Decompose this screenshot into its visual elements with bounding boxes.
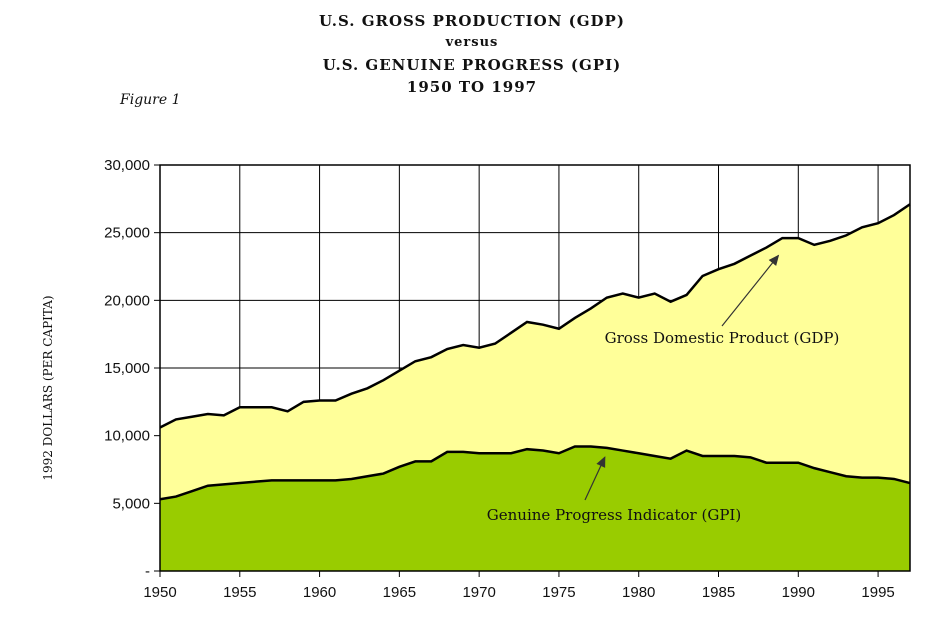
y-tick-label: 15,000 [104, 360, 150, 377]
x-tick-label: 1970 [462, 584, 495, 601]
gpi-annotation-arrow [584, 456, 606, 501]
x-tick-label: 1995 [861, 584, 894, 601]
title-line-4: 1950 TO 1997 [406, 78, 538, 96]
chart-title: U.S. GROSS PRODUCTION (GDP) versus U.S. … [0, 10, 944, 98]
title-line-2: versus [445, 35, 499, 50]
x-tick-label: 1950 [143, 584, 176, 601]
y-tick-label: 5,000 [112, 495, 150, 512]
gdp-line [159, 203, 911, 429]
figure-label: Figure 1 [120, 92, 181, 108]
gpi-annotation-label: Genuine Progress Indicator (GPI) [487, 506, 741, 524]
y-tick-label: 10,000 [104, 428, 150, 445]
x-tick-label: 1985 [702, 584, 735, 601]
x-tick-label: 1960 [303, 584, 336, 601]
x-tick-label: 1980 [622, 584, 655, 601]
x-tick-label: 1990 [782, 584, 815, 601]
x-tick-label: 1965 [383, 584, 416, 601]
y-tick-label: 30,000 [104, 157, 150, 174]
gpi-line [159, 445, 911, 501]
gpi-area [160, 446, 910, 571]
y-tick-label: 20,000 [104, 292, 150, 309]
x-tick-label: 1975 [542, 584, 575, 601]
gdp-annotation-arrow [721, 254, 780, 327]
x-tick-label: 1955 [223, 584, 256, 601]
y-tick-label: 25,000 [104, 225, 150, 242]
title-line-1: U.S. GROSS PRODUCTION (GDP) [319, 12, 625, 30]
gdp-annotation-label: Gross Domestic Product (GDP) [605, 329, 840, 347]
y-axis-label: 1992 DOLLARS (PER CAPITA) [41, 295, 55, 480]
y-tick-label: - [145, 563, 150, 580]
title-line-3: U.S. GENUINE PROGRESS (GPI) [322, 56, 622, 74]
